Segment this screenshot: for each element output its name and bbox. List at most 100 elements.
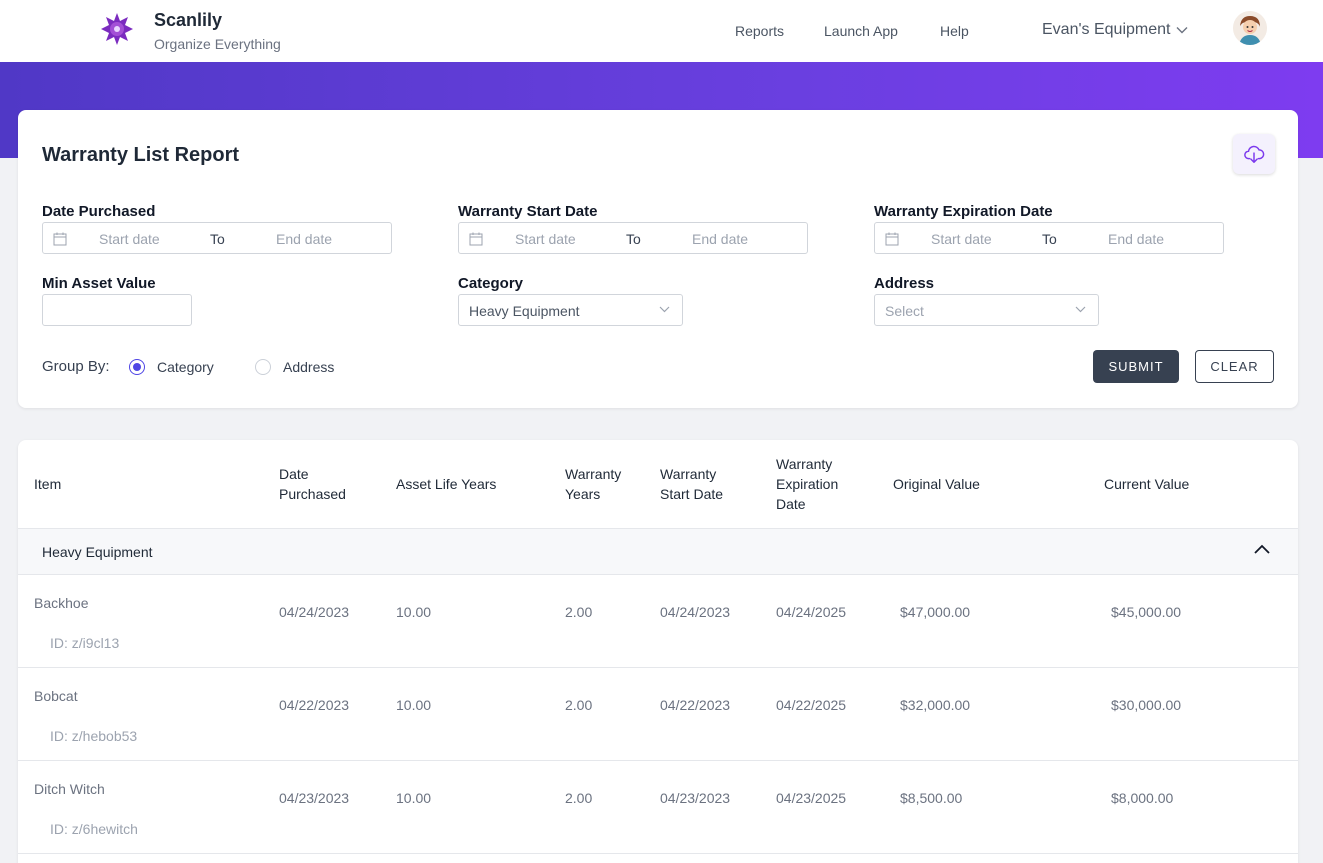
end-date-input[interactable]: End date: [1108, 231, 1165, 247]
avatar[interactable]: [1233, 11, 1267, 45]
warranty-years-cell: 2.00: [565, 790, 593, 806]
table-row[interactable]: Backhoe ID: z/i9cl13 04/24/2023 10.00 2.…: [18, 575, 1298, 668]
column-header-text: Years: [565, 486, 601, 502]
range-to-label: To: [1042, 231, 1057, 247]
group-header-row[interactable]: Heavy Equipment: [18, 529, 1298, 575]
table-row[interactable]: Ditch Witch ID: z/6hewitch 04/23/2023 10…: [18, 761, 1298, 854]
end-date-input[interactable]: End date: [692, 231, 749, 247]
warranty-years-cell: 2.00: [565, 697, 593, 713]
chevron-down-icon: [659, 306, 670, 313]
column-header-text: Current Value: [1104, 476, 1190, 492]
group-by-label: Group By:: [42, 358, 110, 375]
column-header-text: Start Date: [660, 486, 724, 502]
item-id: ID: z/i9cl13: [50, 635, 120, 651]
account-dropdown[interactable]: Evan's Equipment: [1042, 21, 1188, 39]
address-placeholder: Select: [885, 303, 924, 319]
account-label: Evan's Equipment: [1042, 21, 1171, 38]
scanlily-logo-icon[interactable]: [100, 12, 134, 46]
chevron-down-icon: [1075, 306, 1086, 313]
warranty-start-date-label: Warranty Start Date: [458, 203, 598, 220]
column-header-text: Warranty: [565, 466, 622, 482]
item-name[interactable]: Ditch Witch: [34, 781, 105, 797]
item-id: ID: z/hebob53: [50, 728, 138, 744]
start-date-input[interactable]: Start date: [99, 231, 160, 247]
group-by-address-label[interactable]: Address: [283, 359, 335, 375]
date-purchased-range-picker[interactable]: Start date To End date: [42, 222, 392, 254]
cloud-download-icon: [1244, 145, 1265, 163]
header-divider: [18, 528, 1298, 529]
asset-life-cell: 10.00: [396, 604, 432, 620]
column-header-item[interactable]: Item: [34, 474, 61, 494]
warranty-expiration-cell: 04/24/2025: [776, 604, 847, 620]
item-name[interactable]: Bobcat: [34, 688, 78, 704]
warranty-start-cell: 04/23/2023: [660, 790, 731, 806]
current-value-cell: $30,000.00: [1111, 697, 1182, 713]
download-button[interactable]: [1233, 134, 1275, 174]
brand-name[interactable]: Scanlily: [154, 10, 223, 30]
date-purchased-cell: 04/23/2023: [279, 790, 350, 806]
warranty-expiration-range-picker[interactable]: Start date To End date: [874, 222, 1224, 254]
chevron-down-icon: [1176, 27, 1188, 34]
warranty-years-cell: 2.00: [565, 604, 593, 620]
asset-life-cell: 10.00: [396, 790, 432, 806]
range-to-label: To: [626, 231, 641, 247]
chevron-up-icon[interactable]: [1253, 543, 1271, 555]
warranty-expiration-cell: 04/22/2025: [776, 697, 847, 713]
address-select[interactable]: Select: [874, 294, 1099, 326]
current-value-cell: $8,000.00: [1111, 790, 1174, 806]
start-date-input[interactable]: Start date: [515, 231, 576, 247]
column-header-current-value[interactable]: Current Value: [1104, 474, 1189, 494]
column-header-text: Expiration: [776, 476, 839, 492]
address-label: Address: [874, 275, 935, 292]
calendar-icon: [53, 232, 67, 246]
column-header-text: Warranty: [660, 466, 717, 482]
submit-button[interactable]: SUBMIT: [1093, 350, 1179, 383]
nav-help[interactable]: Help: [940, 23, 969, 39]
column-header-date-purchased[interactable]: Date Purchased: [279, 464, 346, 504]
filter-panel: Warranty List Report Date Purchased Warr…: [18, 110, 1298, 408]
column-header-text: Original Value: [893, 476, 980, 492]
category-selected-value: Heavy Equipment: [469, 303, 580, 319]
clear-button[interactable]: CLEAR: [1195, 350, 1274, 383]
page-title: Warranty List Report: [42, 144, 240, 166]
table-row[interactable]: Bobcat ID: z/hebob53 04/22/2023 10.00 2.…: [18, 668, 1298, 761]
item-id: ID: z/6hewitch: [50, 821, 138, 837]
column-header-text: Item: [34, 476, 62, 492]
column-header-asset-life-years[interactable]: Asset Life Years: [396, 474, 496, 494]
warranty-start-cell: 04/24/2023: [660, 604, 731, 620]
start-date-input[interactable]: Start date: [931, 231, 992, 247]
nav-reports[interactable]: Reports: [735, 23, 785, 39]
current-value-cell: $45,000.00: [1111, 604, 1182, 620]
column-header-warranty-years[interactable]: Warranty Years: [565, 464, 621, 504]
top-navbar: Scanlily Organize Everything Reports Lau…: [0, 0, 1323, 62]
column-header-original-value[interactable]: Original Value: [893, 474, 980, 494]
category-select[interactable]: Heavy Equipment: [458, 294, 683, 326]
calendar-icon: [469, 232, 483, 246]
column-header-warranty-expiration-date[interactable]: Warranty Expiration Date: [776, 454, 838, 514]
warranty-expiration-date-label: Warranty Expiration Date: [874, 203, 1053, 220]
group-by-category-label[interactable]: Category: [157, 359, 214, 375]
original-value-cell: $47,000.00: [900, 604, 971, 620]
warranty-start-range-picker[interactable]: Start date To End date: [458, 222, 808, 254]
asset-life-cell: 10.00: [396, 697, 432, 713]
range-to-label: To: [210, 231, 225, 247]
group-by-address-radio[interactable]: [255, 359, 271, 375]
date-purchased-cell: 04/24/2023: [279, 604, 350, 620]
column-header-warranty-start-date[interactable]: Warranty Start Date: [660, 464, 723, 504]
min-asset-value-input[interactable]: [42, 294, 192, 326]
nav-launch-app[interactable]: Launch App: [824, 23, 898, 39]
group-by-category-radio[interactable]: [129, 359, 145, 375]
warranty-start-cell: 04/22/2023: [660, 697, 731, 713]
column-header-text: Asset Life Years: [396, 476, 497, 492]
end-date-input[interactable]: End date: [276, 231, 333, 247]
category-label: Category: [458, 275, 524, 292]
user-avatar-icon: [1233, 11, 1267, 45]
column-header-text: Date: [279, 466, 309, 482]
original-value-cell: $32,000.00: [900, 697, 971, 713]
column-header-text: Purchased: [279, 486, 346, 502]
item-name[interactable]: Backhoe: [34, 595, 89, 611]
warranty-expiration-cell: 04/23/2025: [776, 790, 847, 806]
min-asset-value-label: Min Asset Value: [42, 275, 156, 292]
date-purchased-cell: 04/22/2023: [279, 697, 350, 713]
group-name: Heavy Equipment: [42, 544, 153, 560]
